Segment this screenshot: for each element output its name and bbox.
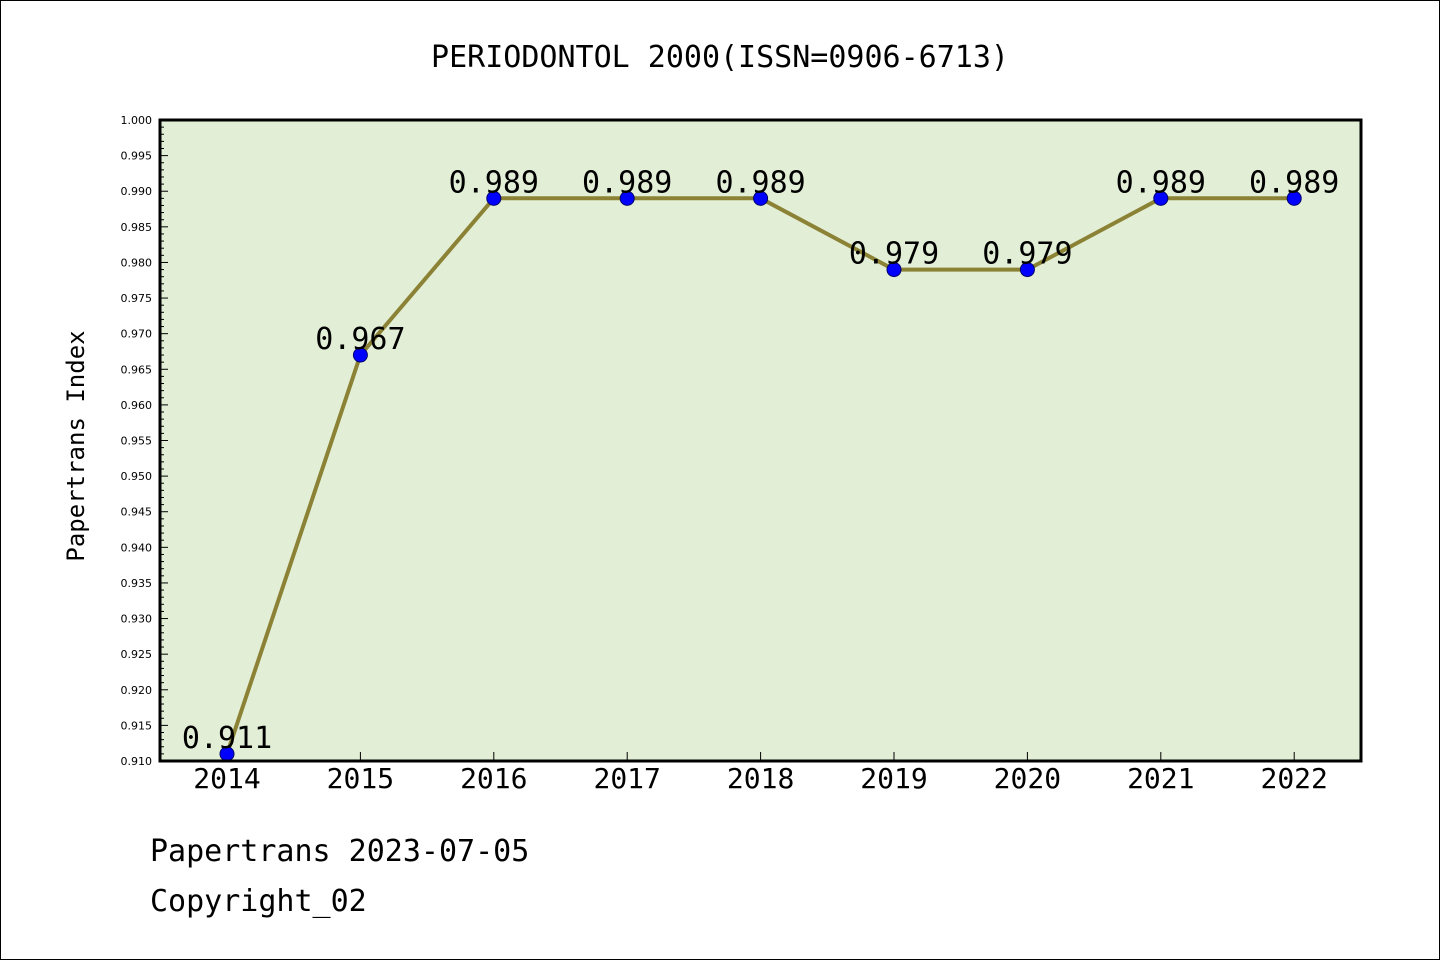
data-point (886, 262, 902, 278)
data-label: 0.989 (449, 165, 539, 200)
data-point (486, 190, 502, 206)
plot-area (160, 120, 1361, 761)
footer-copyright-text: Copyright_02 (150, 884, 367, 919)
data-label: 0.989 (1116, 165, 1206, 200)
footer-date-text: Papertrans 2023-07-05 (150, 834, 530, 869)
data-label: 0.989 (582, 165, 672, 200)
data-point (753, 190, 769, 206)
data-markers (219, 190, 1302, 762)
chart-title: PERIODONTOL 2000(ISSN=0906-6713) (431, 40, 1009, 75)
data-label: 0.979 (849, 237, 939, 272)
y-tick-label: 0.915 (121, 719, 153, 732)
data-label: 0.911 (182, 721, 272, 756)
y-tick-label: 0.960 (121, 399, 153, 412)
data-label: 0.989 (715, 165, 805, 200)
y-tick-label: 0.940 (121, 541, 153, 554)
y-tick-label: 0.950 (121, 470, 153, 483)
y-tick-label: 0.970 (121, 328, 153, 341)
data-label: 0.967 (315, 322, 405, 357)
y-tick-label: 0.975 (121, 292, 153, 305)
x-tick-label: 2018 (727, 762, 794, 795)
y-tick-label: 0.985 (121, 221, 153, 234)
y-tick-label: 0.955 (121, 435, 153, 448)
x-tick-label: 2021 (1127, 762, 1194, 795)
x-tick-label: 2014 (193, 762, 260, 795)
y-tick-label: 1.000 (121, 114, 153, 127)
y-tick-label: 0.945 (121, 506, 153, 519)
data-point (1153, 190, 1169, 206)
y-tick-label: 0.925 (121, 648, 153, 661)
y-tick-label: 0.910 (121, 755, 153, 768)
data-point (1019, 262, 1035, 278)
data-labels: 0.911 0.967 0.989 0.989 0.989 0.979 0.979 0.989… (182, 165, 1340, 756)
y-tick-label: 0.980 (121, 256, 153, 269)
data-label: 0.979 (982, 237, 1072, 272)
y-axis: 0.910 0.915 0.920 0.925 0.930 0.935 0.940 0.945… (121, 114, 168, 768)
y-tick-label: 0.935 (121, 577, 153, 590)
y-tick-label: 0.965 (121, 363, 153, 376)
data-point (352, 347, 368, 363)
data-label: 0.989 (1249, 165, 1339, 200)
x-tick-label: 2022 (1260, 762, 1327, 795)
x-tick-label: 2020 (994, 762, 1061, 795)
y-tick-label: 0.930 (121, 613, 153, 626)
plot-border (158, 118, 1363, 763)
x-tick-label: 2015 (327, 762, 394, 795)
data-point (1286, 190, 1302, 206)
y-axis-label: Papertrans Index (62, 330, 90, 561)
y-tick-label: 0.990 (121, 185, 153, 198)
y-tick-label: 0.995 (121, 150, 153, 163)
data-point (619, 190, 635, 206)
y-tick-label: 0.920 (121, 684, 153, 697)
x-tick-label: 2017 (593, 762, 660, 795)
x-tick-label: 2016 (460, 762, 527, 795)
x-tick-label: 2019 (860, 762, 927, 795)
x-axis: 2014 2015 2016 2017 2018 2019 2020 2021 2022 (193, 752, 1328, 795)
